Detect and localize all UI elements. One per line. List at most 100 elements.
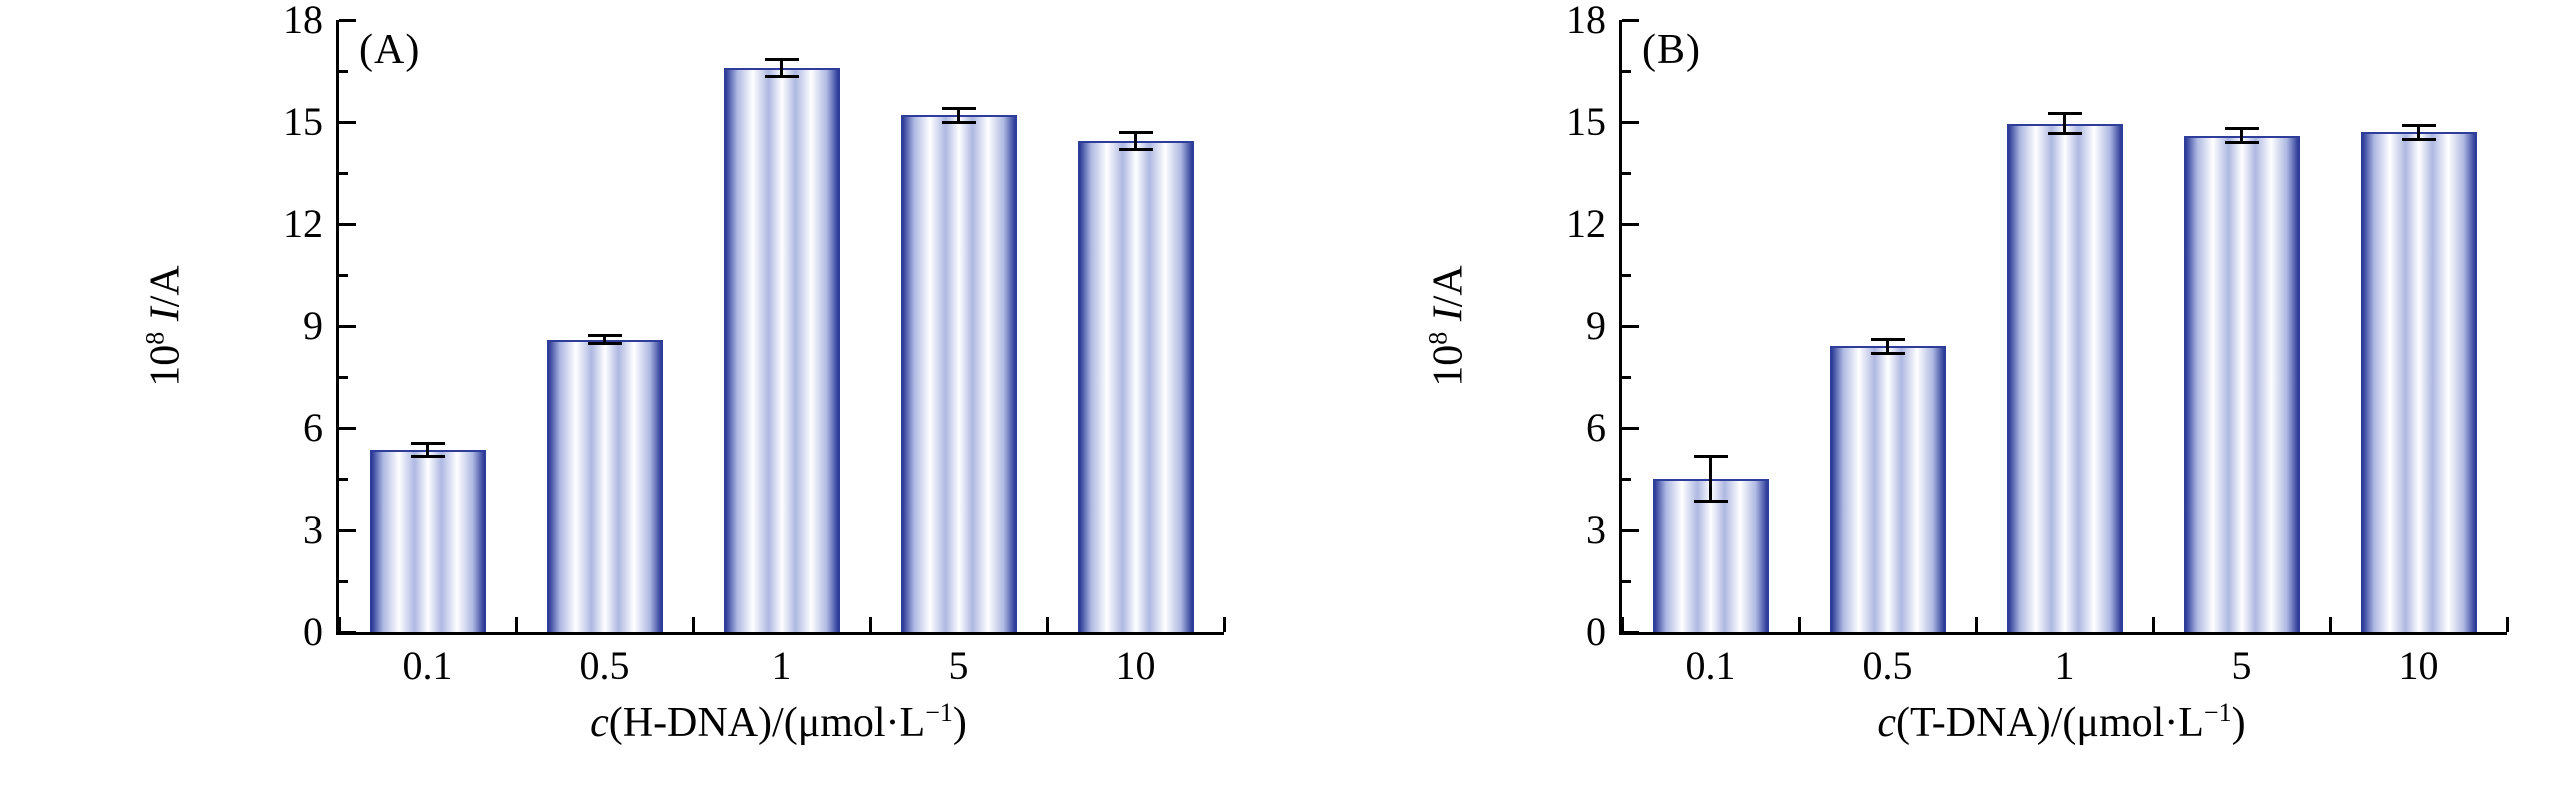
y-axis-major-tick: [339, 630, 356, 634]
y-axis-tick-label: 9: [1586, 303, 1606, 348]
xlabel-close-paren: ): [952, 700, 967, 746]
error-bar-top-cap: [1693, 455, 1728, 459]
y-axis-tick-label: 6: [303, 405, 323, 450]
ylabel-exponent: 8: [1423, 331, 1453, 345]
y-axis-major-tick: [339, 120, 356, 124]
x-axis-tick: [868, 617, 872, 632]
x-category-label: 5: [948, 643, 969, 688]
x-axis-tick: [1222, 617, 1226, 632]
y-axis-major-tick: [339, 528, 356, 532]
ylabel-base: 10: [142, 344, 189, 387]
x-axis-tick: [1045, 617, 1049, 632]
y-axis-major-tick: [1622, 18, 1639, 22]
xlabel-superscript: −1: [925, 698, 953, 727]
xlabel-text: (T-DNA)/(μmol·L: [1896, 700, 2204, 746]
bar: [2360, 132, 2477, 632]
xlabel-text: (H-DNA)/(μmol·L: [608, 700, 926, 746]
y-axis-tick-label: 9: [303, 303, 323, 348]
error-bar-top-cap: [410, 442, 445, 446]
y-axis-minor-tick: [1622, 273, 1631, 277]
plot-area: (B) 0 3 6 9 12 15 18 0.1 0.5 1 5 10: [1566, 0, 2509, 686]
error-bar-line: [1886, 339, 1889, 354]
bar: [900, 115, 1017, 632]
y-axis-major-tick: [1622, 120, 1639, 124]
error-bar-bottom-cap: [410, 454, 445, 458]
y-axis-minor-tick: [1622, 171, 1631, 175]
bar: [723, 67, 840, 632]
y-axis-tick-label: 18: [283, 0, 323, 42]
x-category-label: 10: [1115, 643, 1156, 688]
bar: [1077, 140, 1194, 632]
chart-panel-a: 108 I/A (A) 0 3 6 9 12 15 18 0.1 0.5 1 5 10 c(H-DNA…: [0, 0, 1283, 787]
y-axis-tick-label: 3: [303, 507, 323, 552]
y-axis-minor-tick: [339, 273, 348, 277]
ylabel-base: 10: [1425, 344, 1472, 387]
error-bar-top-cap: [941, 106, 976, 110]
error-bar-bottom-cap: [2401, 137, 2436, 141]
ylabel-symbol: I: [1425, 307, 1472, 322]
error-bar-line: [1134, 132, 1137, 150]
error-bar-line: [2417, 125, 2420, 139]
ylabel-unit: /A: [142, 265, 189, 308]
y-axis-tick-label: 15: [283, 99, 323, 144]
error-bar-line: [957, 108, 960, 122]
x-category-label: 1: [2054, 643, 2075, 688]
x-axis-tick: [2151, 617, 2155, 632]
error-bar-line: [1709, 456, 1712, 502]
error-bar-bottom-cap: [1870, 351, 1905, 355]
y-axis-major-tick: [1622, 630, 1639, 634]
x-axis-tick: [691, 617, 695, 632]
error-bar-line: [603, 335, 606, 344]
y-axis-minor-tick: [1622, 375, 1631, 379]
y-axis-tick-label: 3: [1586, 507, 1606, 552]
error-bar-line: [780, 59, 783, 77]
y-axis-minor-tick: [339, 477, 348, 481]
bar: [369, 450, 486, 632]
x-axis-tick: [2328, 617, 2332, 632]
error-bar-bottom-cap: [2224, 140, 2259, 144]
y-axis-major-tick: [339, 18, 356, 22]
plot-area: (A) 0 3 6 9 12 15 18 0.1 0.5 1 5 10: [283, 0, 1226, 686]
y-axis-tick-label: 6: [1586, 405, 1606, 450]
x-category-label: 0.1: [402, 643, 453, 688]
ylabel-symbol: I: [142, 307, 189, 322]
error-bar-bottom-cap: [2047, 132, 2082, 136]
x-category-label: 0.5: [1862, 643, 1913, 688]
bar: [1829, 346, 1946, 632]
x-category-label: 10: [2398, 643, 2439, 688]
x-axis-tick: [514, 617, 518, 632]
bar: [1652, 479, 1769, 632]
y-axis-minor-tick: [339, 579, 348, 583]
y-axis-minor-tick: [339, 69, 348, 73]
bar: [2183, 135, 2300, 632]
y-axis-minor-tick: [339, 375, 348, 379]
error-bar-bottom-cap: [941, 120, 976, 124]
error-bar-top-cap: [2047, 112, 2082, 115]
y-axis-major-tick: [1622, 222, 1639, 226]
xlabel-superscript: −1: [2203, 698, 2232, 727]
x-axis-tick: [1974, 617, 1978, 632]
error-bar-line: [426, 443, 429, 457]
error-bar-top-cap: [764, 57, 799, 61]
ylabel-unit: /A: [1425, 265, 1472, 308]
error-bar-top-cap: [2401, 123, 2436, 127]
y-axis-major-tick: [339, 222, 356, 226]
y-axis-tick-label: 18: [1566, 0, 1606, 42]
y-axis-minor-tick: [339, 171, 348, 175]
x-axis-label: c(H-DNA)/(μmol·L−1): [336, 698, 1221, 747]
error-bar-top-cap: [1870, 338, 1905, 342]
y-axis-tick-label: 0: [303, 609, 323, 654]
y-axis-major-tick: [1622, 324, 1639, 328]
y-axis-minor-tick: [1622, 477, 1631, 481]
y-axis-tick-label: 12: [283, 201, 323, 246]
ylabel-exponent: 8: [140, 331, 170, 345]
x-category-label: 1: [771, 643, 792, 688]
xlabel-italic-c: c: [590, 700, 609, 746]
x-axis-tick: [1797, 617, 1801, 632]
xlabel-close-paren: ): [2231, 700, 2246, 746]
y-axis-major-tick: [339, 324, 356, 328]
xlabel-italic-c: c: [1877, 700, 1897, 746]
y-axis-tick-label: 15: [1566, 99, 1606, 144]
y-axis-minor-tick: [1622, 579, 1631, 583]
